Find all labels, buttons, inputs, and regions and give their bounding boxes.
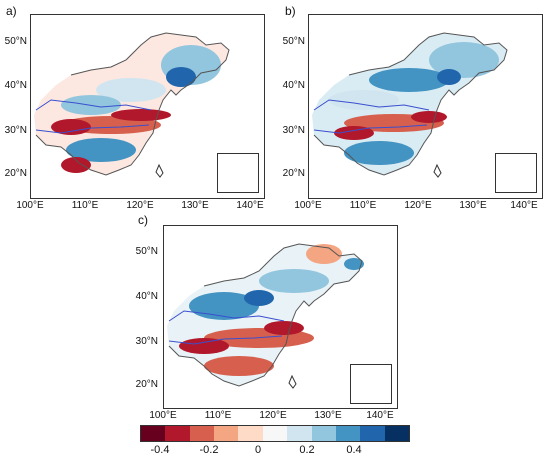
- lat-label-40: 40°N: [4, 80, 27, 91]
- colorbar-tick-label: 0.2: [299, 444, 315, 456]
- lon-label-120: 120°E: [404, 200, 432, 211]
- inset-map-c: [350, 364, 392, 404]
- colorbar-swatch: [214, 426, 239, 441]
- lon-label-130: 130°E: [314, 410, 342, 421]
- colorbar-tick-label: 0: [254, 444, 262, 456]
- lat-label-40: 40°N: [282, 80, 305, 91]
- lat-label-30: 30°N: [282, 125, 305, 136]
- colorbar-swatch: [311, 426, 336, 441]
- colorbar: [140, 425, 410, 442]
- lat-label-30: 30°N: [4, 125, 27, 136]
- lon-label-100: 100°E: [149, 410, 177, 421]
- inset-map-a: [217, 153, 259, 193]
- lon-label-110: 110°E: [349, 200, 377, 211]
- colorbar-swatch: [262, 426, 288, 441]
- lat-label-50: 50°N: [135, 246, 158, 257]
- lon-label-140: 140°E: [510, 200, 538, 211]
- colorbar-swatch: [287, 426, 312, 441]
- lon-label-130: 130°E: [181, 200, 209, 211]
- lon-label-110: 110°E: [204, 410, 232, 421]
- lon-label-120: 120°E: [259, 410, 287, 421]
- map-frame-b: [308, 14, 543, 199]
- colorbar-swatch: [189, 426, 215, 441]
- lat-label-20: 20°N: [282, 168, 305, 179]
- colorbar-swatch: [360, 426, 385, 441]
- lat-label-20: 20°N: [4, 168, 27, 179]
- lat-label-50: 50°N: [282, 36, 305, 47]
- colorbar-swatch: [141, 426, 166, 441]
- colorbar-swatch: [238, 426, 263, 441]
- lon-label-130: 130°E: [459, 200, 487, 211]
- map-b: [312, 32, 508, 178]
- colorbar-tick-label: -0.2: [199, 444, 219, 456]
- lon-label-110: 110°E: [71, 200, 99, 211]
- map-frame-a: [30, 14, 265, 199]
- lon-label-140: 140°E: [236, 200, 264, 211]
- lat-label-40: 40°N: [135, 291, 158, 302]
- lon-label-140: 140°E: [366, 410, 394, 421]
- lat-label-30: 30°N: [135, 336, 158, 347]
- lon-label-100: 100°E: [294, 200, 322, 211]
- inset-map-b: [495, 153, 537, 193]
- lon-label-120: 120°E: [126, 200, 154, 211]
- lat-label-50: 50°N: [4, 36, 27, 47]
- map-frame-c: [163, 225, 398, 409]
- colorbar-tick-label: 0.4: [346, 444, 362, 456]
- panel-c-label: c): [138, 213, 148, 227]
- colorbar-tick-label: -0.4: [150, 444, 170, 456]
- map-c: [167, 243, 364, 389]
- colorbar-swatch: [335, 426, 361, 441]
- lat-label-20: 20°N: [135, 379, 158, 390]
- colorbar-swatch: [165, 426, 190, 441]
- panel-a-label: a): [6, 4, 17, 18]
- colorbar-swatch: [384, 426, 409, 441]
- panel-b-label: b): [285, 4, 296, 18]
- lon-label-100: 100°E: [16, 200, 44, 211]
- map-a: [34, 32, 230, 178]
